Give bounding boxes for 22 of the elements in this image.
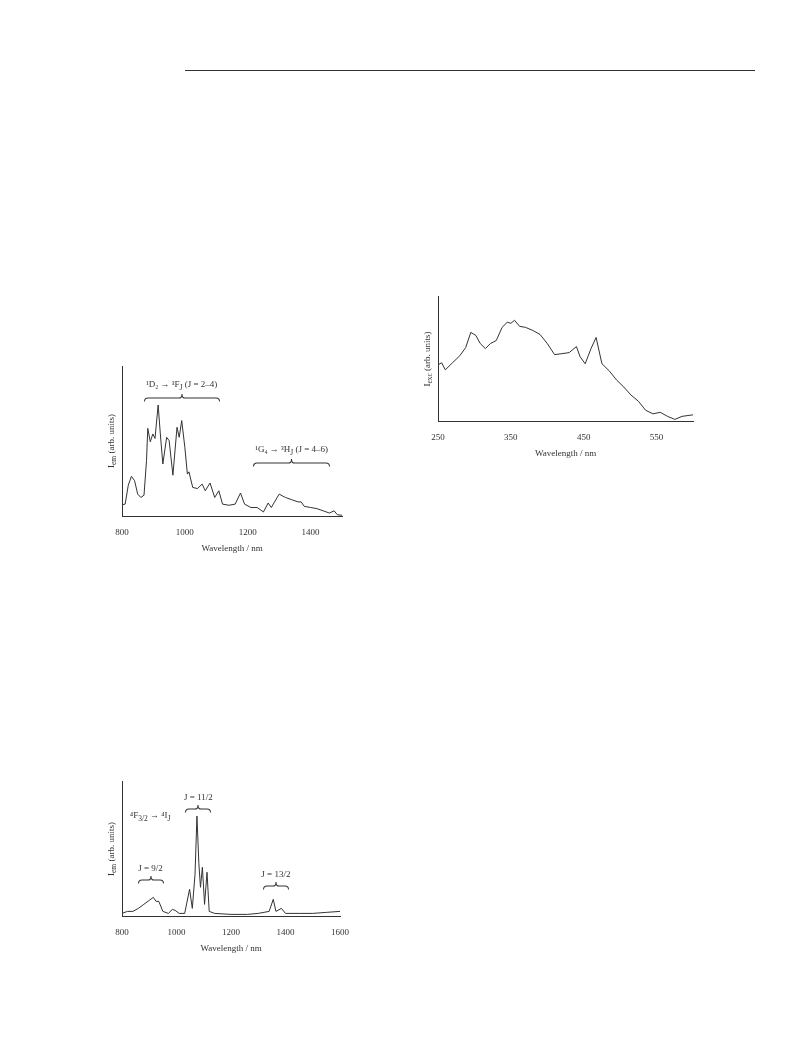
x-tick-label: 1400 <box>301 527 321 538</box>
x-tick-label: 1200 <box>238 527 258 538</box>
annotation: J = 13/2 <box>261 869 291 880</box>
x-tick-label: 1000 <box>167 927 186 938</box>
x-tick-label: 350 <box>504 432 519 443</box>
x-axis-title: Wavelength / nm <box>200 942 262 953</box>
text: J = 11/2 <box>183 792 213 803</box>
x-tick-label: 250 <box>431 432 446 443</box>
x-tick-label: 1400 <box>276 927 295 938</box>
text: ¹D₂ → ³F$_{J}$ (J = 2–4) <box>145 378 218 392</box>
x-tick-label: 1200 <box>222 927 241 938</box>
x-tick-label: 1000 <box>175 527 195 538</box>
x-axis-title: Wavelength / nm <box>201 542 263 553</box>
x-tick-label: 1600 <box>331 927 350 938</box>
annotation: ⁴F$_{3/2}$ → ⁴I$_{J}$ <box>130 810 171 823</box>
x-tick-label: 450 <box>576 432 591 443</box>
x-axis-title: Wavelength / nm <box>534 447 597 458</box>
annotation: J = 9/2 <box>138 863 163 874</box>
x-tick-label: 800 <box>115 927 130 938</box>
x-tick-label: 550 <box>649 432 664 443</box>
x-tick-label: 800 <box>115 527 130 538</box>
annotation: ¹G₄ → ³H$_{J}$ (J = 4–6) <box>255 444 329 457</box>
